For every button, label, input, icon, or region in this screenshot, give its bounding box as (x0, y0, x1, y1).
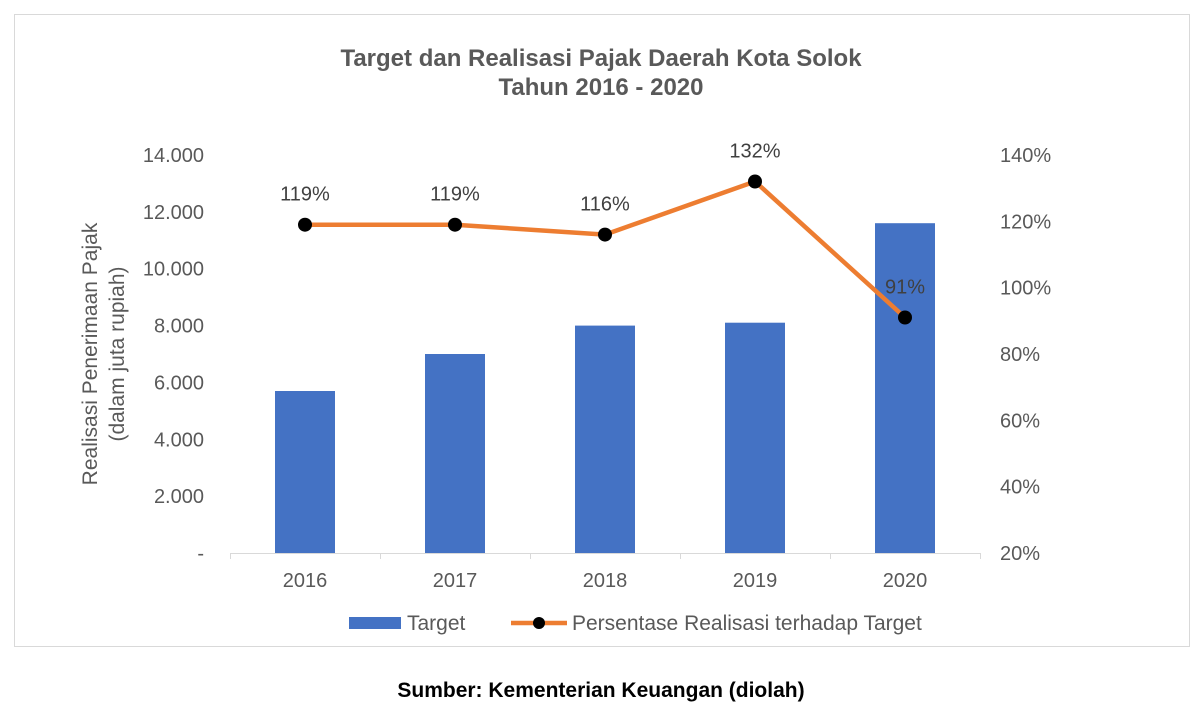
data-label-2018: 116% (580, 194, 630, 216)
y-tick-label-right: 20% (1000, 543, 1040, 565)
data-label-2019: 132% (729, 141, 780, 163)
data-label-2020: 91% (885, 277, 925, 299)
y-tick-label-right: 40% (1000, 477, 1040, 499)
bar-2016 (275, 391, 335, 553)
y-tick-label-right: 100% (1000, 278, 1051, 300)
bar-2020 (875, 223, 935, 553)
legend: Target Persentase Realisasi terhadap Tar… (349, 612, 922, 635)
point-2016 (298, 217, 312, 232)
line-data-labels: 119% 119% 116% 132% 91% (280, 141, 925, 299)
x-tick-label: 2018 (583, 570, 628, 592)
y-tick-label-right: 80% (1000, 344, 1040, 366)
point-2018 (598, 227, 612, 242)
x-axis: 2016 2017 2018 2019 2020 (230, 553, 981, 592)
source-note: Sumber: Kementerian Keuangan (diolah) (397, 679, 804, 702)
point-2019 (748, 174, 762, 189)
point-2020 (898, 310, 912, 325)
y-tick-label-left: 14.000 (143, 145, 204, 167)
y-tick-label-left: 4.000 (154, 429, 204, 451)
point-2017 (448, 217, 462, 232)
x-tick-label: 2017 (433, 570, 478, 592)
x-tick-label: 2020 (883, 570, 928, 592)
y-tick-label-left: - (197, 543, 204, 565)
y-tick-label-right: 140% (1000, 145, 1051, 167)
y-axis-title-line-1: Realisasi Penerimaan Pajak (79, 222, 102, 485)
chart-title-line-1: Target dan Realisasi Pajak Daerah Kota S… (340, 45, 862, 72)
y-tick-label-left: 6.000 (154, 372, 204, 394)
data-label-2016: 119% (280, 184, 330, 206)
y-axis-right: 20% 40% 60% 80% 100% 120% 140% (1000, 145, 1051, 565)
y-tick-label-left: 2.000 (154, 486, 204, 508)
legend-swatch-persentase-marker (533, 617, 545, 629)
chart-title-line-2: Tahun 2016 - 2020 (499, 74, 704, 101)
x-tick-label: 2016 (283, 570, 328, 592)
data-label-2017: 119% (430, 184, 480, 206)
bar-2017 (425, 354, 485, 553)
bar-2018 (575, 325, 635, 553)
y-axis-left: - 2.000 4.000 6.000 8.000 10.000 12.000 14.000 (143, 145, 204, 565)
x-tick-label: 2019 (733, 570, 778, 592)
y-tick-label-left: 8.000 (154, 316, 204, 338)
y-tick-label-right: 60% (1000, 410, 1040, 432)
bar-2019 (725, 322, 785, 553)
legend-swatch-target (349, 617, 401, 629)
y-tick-label-right: 120% (1000, 211, 1051, 233)
legend-label-target: Target (407, 612, 466, 635)
line-series-persentase (298, 174, 912, 325)
y-tick-label-left: 10.000 (143, 259, 204, 281)
y-tick-label-left: 12.000 (143, 202, 204, 224)
y-axis-title-line-2: (dalam juta rupiah) (106, 266, 129, 441)
bar-series-target (275, 223, 935, 553)
legend-label-persentase: Persentase Realisasi terhadap Target (572, 612, 922, 635)
